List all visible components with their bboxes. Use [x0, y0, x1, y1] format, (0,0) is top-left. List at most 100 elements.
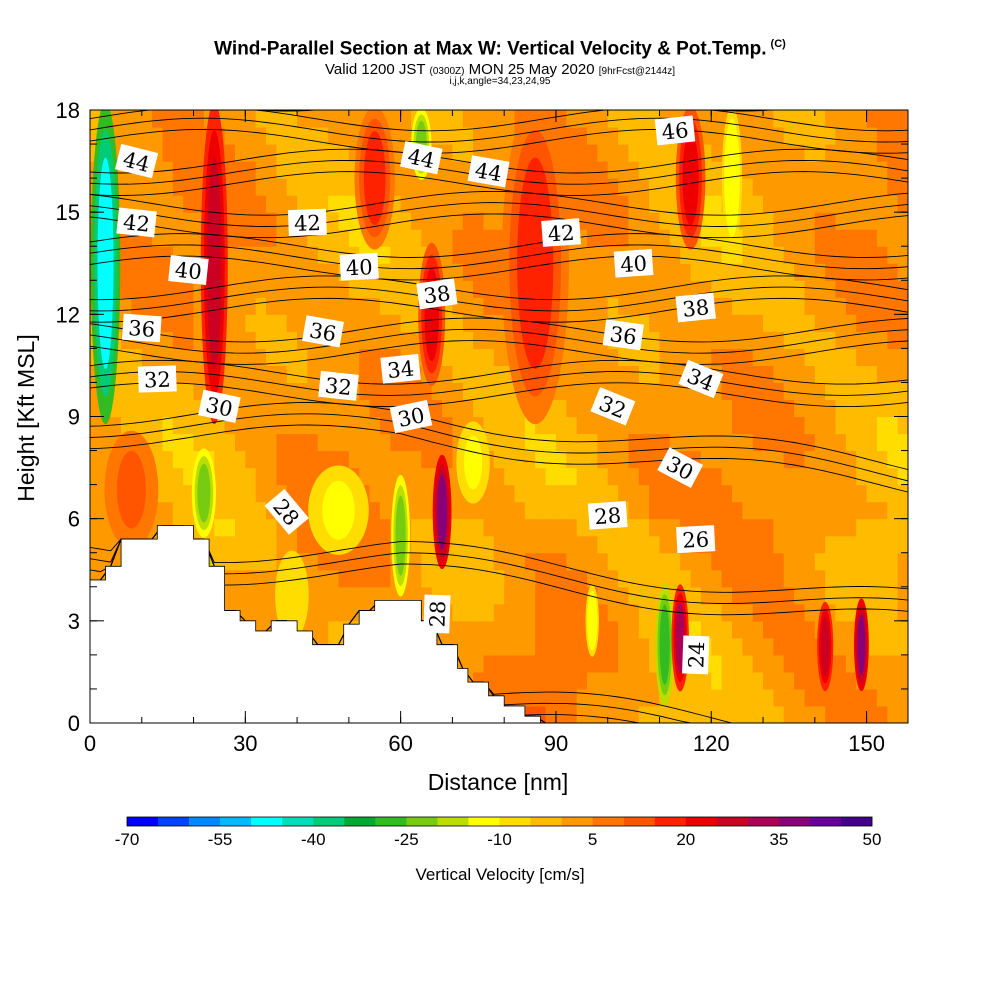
velocity-cell: [887, 535, 899, 554]
velocity-cell: [462, 110, 474, 128]
velocity-cell: [773, 416, 785, 435]
velocity-cell: [338, 127, 350, 145]
colorbar-swatch: [406, 817, 438, 826]
velocity-cell: [845, 484, 857, 503]
velocity-cell: [856, 110, 868, 128]
velocity-cell: [690, 603, 702, 622]
velocity-feature: [820, 617, 830, 676]
velocity-cell: [711, 433, 723, 452]
velocity-cell: [856, 365, 868, 383]
velocity-cell: [721, 348, 733, 366]
velocity-cell: [576, 654, 588, 673]
x-tick-label: 90: [544, 731, 568, 756]
velocity-cell: [369, 348, 381, 366]
velocity-cell: [732, 552, 743, 571]
velocity-cell: [887, 603, 899, 622]
velocity-cell: [172, 484, 184, 503]
velocity-cell: [607, 620, 619, 639]
velocity-cell: [576, 382, 588, 400]
velocity-cell: [266, 399, 277, 418]
theta-contour: [90, 525, 908, 593]
velocity-cell: [431, 450, 443, 469]
velocity-cell: [348, 552, 360, 571]
velocity-cell: [897, 671, 908, 690]
velocity-cell: [742, 229, 754, 247]
velocity-cell: [172, 280, 184, 298]
velocity-cell: [524, 535, 536, 554]
velocity-cell: [276, 314, 288, 332]
velocity-cell: [348, 144, 360, 162]
velocity-cell: [794, 569, 806, 588]
velocity-cell: [235, 331, 246, 349]
velocity-cell: [825, 450, 837, 469]
velocity-cell: [794, 195, 806, 213]
velocity-cell: [121, 110, 133, 128]
velocity-cell: [752, 229, 764, 247]
velocity-cell: [328, 161, 340, 179]
velocity-cell: [317, 110, 329, 128]
velocity-cell: [804, 586, 816, 605]
velocity-cell: [794, 280, 806, 298]
velocity-cell: [235, 433, 246, 452]
velocity-cell: [493, 518, 505, 537]
velocity-cell: [462, 654, 474, 673]
velocity-cell: [680, 348, 692, 366]
velocity-cell: [669, 195, 681, 213]
velocity-cell: [576, 263, 588, 281]
velocity-cell: [317, 144, 329, 162]
velocity-cell: [297, 280, 309, 298]
velocity-cell: [866, 501, 878, 520]
velocity-cell: [483, 212, 495, 230]
velocity-cell: [421, 484, 433, 503]
velocity-cell: [742, 127, 754, 145]
velocity-cell: [483, 433, 495, 452]
velocity-cell: [566, 314, 578, 332]
velocity-cell: [483, 178, 495, 196]
velocity-cell: [804, 484, 816, 503]
velocity-cell: [659, 467, 671, 486]
velocity-cell: [493, 450, 505, 469]
velocity-cell: [825, 110, 837, 128]
velocity-cell: [897, 212, 908, 230]
velocity-cell: [462, 365, 474, 383]
velocity-cell: [131, 416, 143, 435]
velocity-cell: [276, 246, 288, 264]
velocity-cell: [876, 706, 888, 723]
velocity-cell: [369, 484, 381, 503]
velocity-cell: [835, 586, 847, 605]
velocity-cell: [669, 688, 681, 707]
velocity-cell: [659, 569, 671, 588]
velocity-cell: [773, 161, 785, 179]
velocity-cell: [897, 637, 908, 656]
velocity-cell: [162, 484, 174, 503]
velocity-cell: [835, 144, 847, 162]
velocity-cell: [669, 365, 681, 383]
velocity-cell: [235, 552, 246, 571]
velocity-cell: [773, 586, 785, 605]
velocity-cell: [866, 127, 878, 145]
velocity-cell: [845, 688, 857, 707]
velocity-cell: [587, 246, 598, 264]
velocity-cell: [638, 416, 650, 435]
velocity-cell: [794, 144, 806, 162]
velocity-cell: [680, 671, 692, 690]
y-tick-label: 9: [68, 405, 80, 430]
velocity-cell: [773, 671, 785, 690]
velocity-cell: [628, 280, 640, 298]
velocity-cell: [504, 586, 516, 605]
velocity-cell: [193, 110, 205, 128]
velocity-cell: [411, 535, 422, 554]
velocity-cell: [587, 569, 598, 588]
velocity-cell: [876, 178, 888, 196]
velocity-cell: [473, 212, 485, 230]
velocity-cell: [763, 110, 774, 128]
velocity-cell: [783, 246, 795, 264]
velocity-cell: [286, 382, 298, 400]
velocity-cell: [825, 433, 837, 452]
velocity-cell: [783, 365, 795, 383]
contour-label-text: 36: [608, 322, 638, 349]
contour-label: 44: [467, 155, 510, 188]
velocity-cell: [732, 671, 743, 690]
velocity-cell: [763, 552, 774, 571]
velocity-cell: [773, 484, 785, 503]
